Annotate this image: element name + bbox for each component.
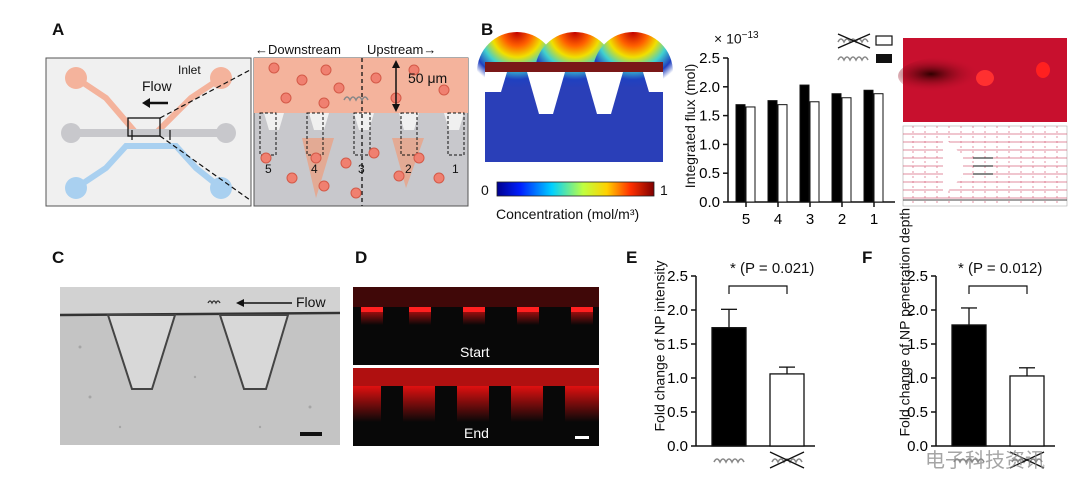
e-herringbone-icon xyxy=(713,458,745,464)
colorbar-max: 1 xyxy=(660,182,668,198)
f-star: * xyxy=(958,260,964,277)
e-bar-white xyxy=(769,373,805,447)
b-bar-white-4 xyxy=(777,104,788,203)
f-bar-white xyxy=(1009,375,1045,447)
exponent-base: × 10 xyxy=(714,30,742,47)
b-bar-white-3 xyxy=(809,101,820,203)
box-label-3: 3 xyxy=(358,162,365,176)
integrated-flux-chart: 0.0 0.5 1.0 1.5 2.0 2.5 5 4 3 2 1 xyxy=(699,50,895,228)
f-cross-line-2 xyxy=(1009,451,1045,469)
b-x-tick-label: 1 xyxy=(870,211,878,228)
f-y-tick-label: 0.0 xyxy=(907,438,928,455)
panel-label-d: D xyxy=(355,248,368,267)
watermark: 电子科技资讯 xyxy=(925,450,1045,472)
box-label-4: 4 xyxy=(311,162,318,176)
b-bar-white-2 xyxy=(841,97,852,203)
colorbar xyxy=(496,181,655,197)
f-y-tick-label: 0.5 xyxy=(907,404,928,421)
b-bar-black-4 xyxy=(767,100,778,203)
exponent-power: −13 xyxy=(741,30,759,41)
panel-label-a: A xyxy=(52,20,65,39)
end-label: End xyxy=(464,425,489,441)
e-significance-bracket xyxy=(728,285,788,294)
e-y-tick-label: 1.0 xyxy=(667,370,688,387)
legend-b xyxy=(837,33,893,63)
b-x-tick-label: 4 xyxy=(774,211,782,228)
f-y-tick-label: 1.0 xyxy=(907,370,928,387)
e-star: * xyxy=(730,260,736,277)
e-cross-line-2 xyxy=(769,451,805,469)
start-label: Start xyxy=(460,344,490,360)
panel-label-b: B xyxy=(481,20,494,39)
concentration-simulation xyxy=(477,32,673,162)
e-bar-black xyxy=(711,327,747,447)
upstream-label: Upstream→ xyxy=(367,42,437,57)
b-bar-white-1 xyxy=(873,93,884,203)
b-x-tick-label: 2 xyxy=(838,211,846,228)
b-y-tick-label: 2.5 xyxy=(699,50,720,67)
flow-label-a: Flow xyxy=(142,78,172,94)
fluorescence-image xyxy=(898,38,1067,122)
e-y-tick-label: 1.5 xyxy=(667,336,688,353)
np-penetration-chart: 0.0 0.5 1.0 1.5 2.0 2.5 xyxy=(907,268,1055,469)
b-y-tick-label: 0.0 xyxy=(699,194,720,211)
box-label-1: 1 xyxy=(452,162,459,176)
b-bar-black-3 xyxy=(799,84,810,203)
f-y-tick-label: 2.0 xyxy=(907,302,928,319)
fluorescence-end xyxy=(353,368,599,446)
panel-label-c: C xyxy=(52,248,65,267)
b-bar-white-5 xyxy=(745,106,756,203)
streamline-plot xyxy=(902,125,1068,207)
f-no-herringbone-icon xyxy=(1011,458,1043,464)
f-significance-bracket xyxy=(968,285,1028,294)
zoom-channel-view xyxy=(253,57,469,207)
inlet-label: Inlet xyxy=(178,63,201,77)
e-annotation: * (P = 0.021) xyxy=(730,260,814,277)
exponent-label: × 10−13 xyxy=(714,30,759,47)
box-label-5: 5 xyxy=(265,162,272,176)
f-pvalue: (P = 0.012) xyxy=(968,260,1043,277)
b-y-tick-label: 2.0 xyxy=(699,79,720,96)
downstream-label: ←Downstream xyxy=(255,42,341,57)
scale-50um: 50 μm xyxy=(408,70,448,86)
box-label-2: 2 xyxy=(405,162,412,176)
e-y-tick-label: 0.5 xyxy=(667,404,688,421)
f-herringbone-icon xyxy=(953,458,985,464)
flow-label-c: Flow xyxy=(296,294,326,310)
b-x-tick-label: 3 xyxy=(806,211,814,228)
b-y-tick-label: 1.0 xyxy=(699,136,720,153)
e-y-tick-label: 2.5 xyxy=(667,268,688,285)
b-y-tick-label: 0.5 xyxy=(699,165,720,182)
panel-label-f: F xyxy=(862,248,873,267)
np-intensity-chart: 0.0 0.5 1.0 1.5 2.0 2.5 xyxy=(667,268,815,469)
flux-y-label: Integrated flux (mol) xyxy=(682,63,698,189)
panel-label-e: E xyxy=(626,248,638,267)
f-y-tick-label: 1.5 xyxy=(907,336,928,353)
chip-schematic xyxy=(45,57,252,207)
b-bar-black-5 xyxy=(735,104,746,203)
e-no-herringbone-icon xyxy=(771,458,803,464)
e-y-tick-label: 0.0 xyxy=(667,438,688,455)
e-y-tick-label: 2.0 xyxy=(667,302,688,319)
colorbar-min: 0 xyxy=(481,182,489,198)
brightfield-image xyxy=(59,287,341,445)
f-annotation: * (P = 0.012) xyxy=(958,260,1042,277)
e-pvalue: (P = 0.021) xyxy=(740,260,815,277)
fluorescence-start xyxy=(353,287,599,365)
f-y-tick-label: 2.5 xyxy=(907,268,928,285)
f-bar-black xyxy=(951,324,987,447)
e-y-label: Fold change of NP intensity xyxy=(651,260,668,432)
b-y-tick-label: 1.5 xyxy=(699,108,720,125)
colorbar-label: Concentration (mol/m³) xyxy=(496,206,640,222)
b-x-tick-label: 5 xyxy=(742,211,750,228)
b-bar-black-2 xyxy=(831,93,842,203)
b-bar-black-1 xyxy=(863,89,874,203)
f-y-label: Fold change of NP penetration depth xyxy=(896,207,913,437)
